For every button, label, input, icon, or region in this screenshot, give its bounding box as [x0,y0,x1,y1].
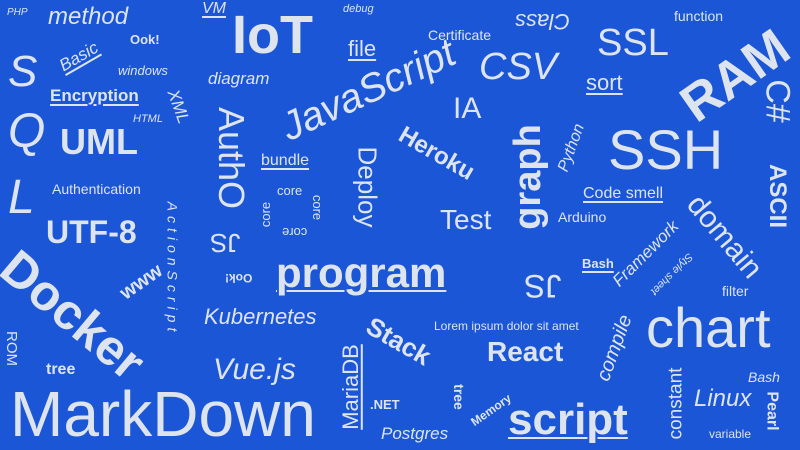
word-q: Q [8,105,46,158]
word-html: HTML [133,113,163,125]
word-basic: Basic [56,37,102,76]
word-csharp: C# [758,79,797,123]
word-bundle: bundle [261,152,310,169]
word-authentication: Authentication [52,181,141,197]
word-certificate: Certificate [428,27,492,43]
word-heroku: Heroku [394,121,480,186]
word-ia: IA [453,92,482,125]
word-test: Test [440,204,492,235]
word-constant: constant [665,367,687,440]
word-mariadb: MariaDB [337,344,363,430]
word-l: L [8,171,35,224]
word-stack: Stack [361,310,437,372]
word-python: Python [554,121,588,175]
word-core-1: core [277,183,303,198]
word-encryption: Encryption [50,86,139,105]
word-chart: chart [646,296,771,359]
word-code-smell: Code smell [583,185,664,202]
word-core-2: core [310,194,326,221]
word-ssh: SSH [608,118,724,181]
word-bash-1: Bash [582,256,614,271]
word-ook-2: Ook! [225,271,253,285]
word-compile: compile [592,311,637,385]
word-linux: Linux [694,385,752,412]
word-file: file [348,36,377,61]
word-memory: Memory [468,391,514,429]
word-core-4: core [258,201,274,228]
word-arduino: Arduino [558,209,607,225]
word-domain: domain [680,188,769,285]
word-utf8: UTF-8 [46,214,137,250]
word-windows: windows [118,63,168,78]
word-method: method [48,3,129,30]
word-js-2: JS [524,268,562,304]
word-www: www [115,259,167,305]
word-js-1: JS [210,228,241,258]
word-csv: CSV [479,46,558,88]
word-docker: Docker [0,239,156,391]
word-s: S [8,47,38,96]
word-vuejs: Vue.js [213,353,296,386]
word-variable: variable [709,427,752,441]
word-core-3: core [282,225,308,240]
word-postgres: Postgres [381,424,449,443]
word-ascii: ASCII [764,163,792,229]
word-script: script [508,395,628,444]
word-actionscript: ActionScript [164,201,181,337]
word-php: PHP [7,7,28,18]
word-lorem: Lorem ipsum dolor sit amet [434,319,579,333]
word-tree-2: tree [450,384,467,410]
word-autho: AuthO [211,106,253,210]
word-program: program [276,249,447,296]
word-sort: sort [586,70,623,95]
word-kubernetes: Kubernetes [204,304,317,329]
word-tree-1: tree [46,361,76,378]
word-class: Class [515,9,571,34]
word-ook: Ook! [130,32,160,47]
word-debug: debug [343,3,374,15]
word-filter: filter [722,283,749,299]
word-react: React [487,336,564,367]
word-ssl: SSL [597,22,669,64]
word-vm: VM [202,0,226,17]
word-bash-2: Bash [748,369,780,385]
word-uml: UML [60,121,138,162]
word-graph: graph [506,124,549,230]
word-deploy: Deploy [352,146,383,228]
word-diagram: diagram [208,69,270,88]
word-xml: XML [163,86,194,127]
word-dotnet: .NET [370,397,400,412]
word-markdown: MarkDown [10,378,316,450]
word-pearl: Pearl [763,391,781,431]
word-rom: ROM [3,331,20,366]
word-iot: IoT [232,5,313,65]
word-function: function [674,8,724,24]
